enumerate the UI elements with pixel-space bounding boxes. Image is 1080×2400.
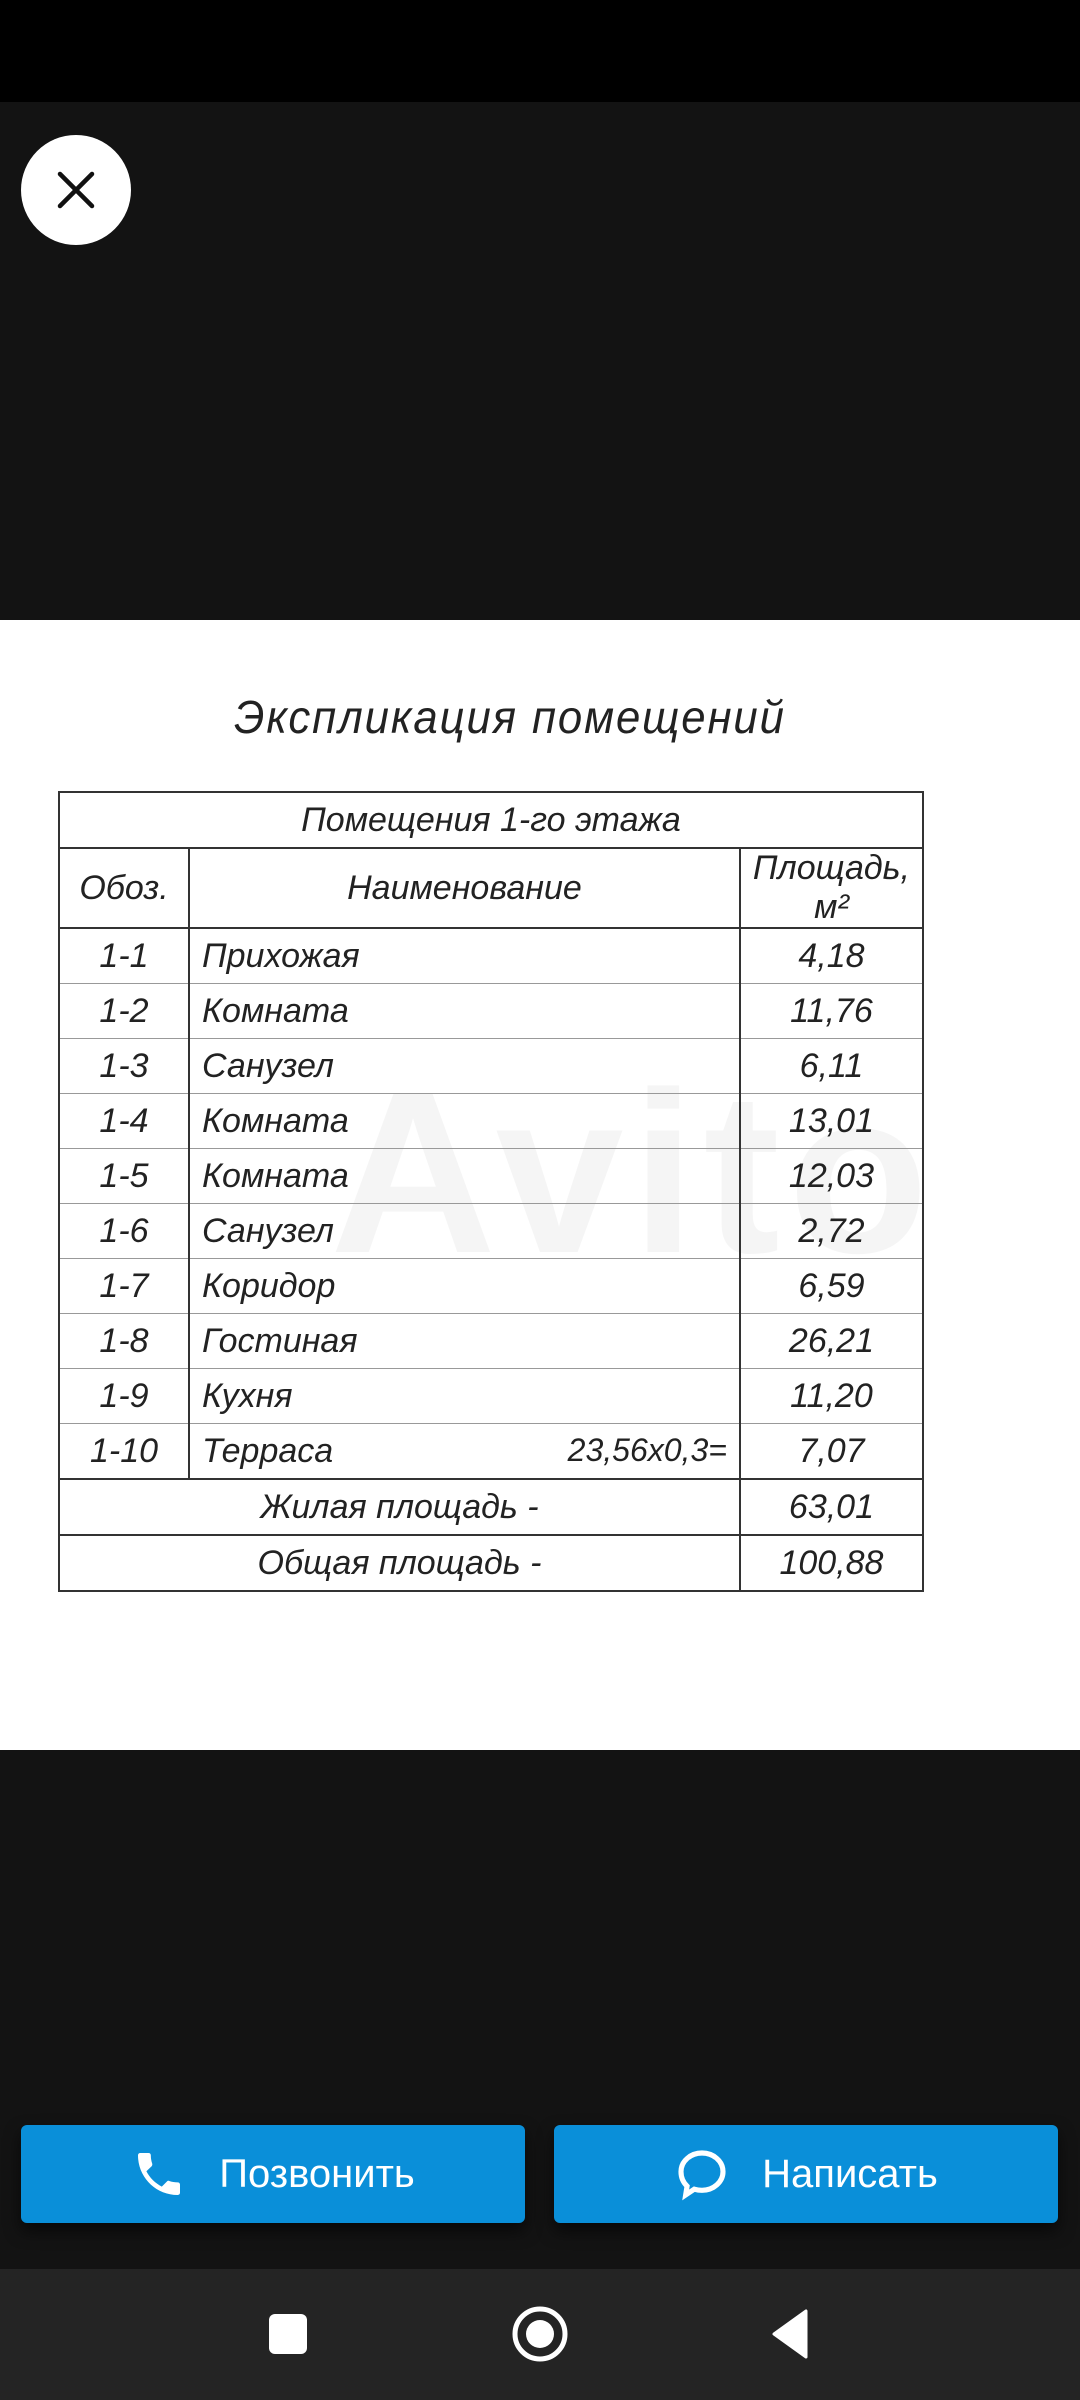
- room-code: 1-10: [58, 1423, 190, 1480]
- room-name-cell: Комната: [188, 983, 741, 1039]
- message-button[interactable]: Написать: [554, 2125, 1058, 2223]
- header-name: Наименование: [188, 847, 741, 929]
- back-button[interactable]: [755, 2299, 825, 2369]
- message-label: Написать: [762, 2151, 938, 2196]
- room-code: 1-6: [58, 1203, 190, 1259]
- table-row: 1-7 Коридор 6,59: [58, 1258, 925, 1314]
- rooms-table: Помещения 1-го этажа Обоз. Наименование …: [58, 791, 925, 1592]
- room-name-cell: Прихожая: [188, 927, 741, 984]
- room-code: 1-3: [58, 1038, 190, 1094]
- table-row: 1-1 Прихожая 4,18: [58, 927, 925, 984]
- room-area: 13,01: [738, 1093, 925, 1149]
- room-name-cell: Гостиная: [188, 1313, 741, 1369]
- room-code: 1-4: [58, 1093, 190, 1149]
- table-row: 1-5 Комната 12,03: [58, 1148, 925, 1204]
- room-name: Комната: [202, 991, 349, 1030]
- document-photo[interactable]: Avito Экспликация помещений Помещения 1-…: [0, 620, 1080, 1750]
- room-area: 2,72: [738, 1203, 925, 1259]
- room-name-cell: Коридор: [188, 1258, 741, 1314]
- room-name-cell: Комната: [188, 1148, 741, 1204]
- room-name: Комната: [202, 1101, 349, 1140]
- room-name-cell: Кухня: [188, 1368, 741, 1424]
- table-row: 1-8 Гостиная 26,21: [58, 1313, 925, 1369]
- room-code: 1-2: [58, 983, 190, 1039]
- room-name-cell: Санузел: [188, 1203, 741, 1259]
- room-area: 7,07: [738, 1423, 925, 1480]
- room-code: 1-7: [58, 1258, 190, 1314]
- recents-button[interactable]: [253, 2299, 323, 2369]
- room-code: 1-5: [58, 1148, 190, 1204]
- document-title: Экспликация помещений: [234, 691, 786, 743]
- home-button[interactable]: [505, 2299, 575, 2369]
- table-row: 1-4 Комната 13,01: [58, 1093, 925, 1149]
- square-icon: [269, 2314, 307, 2354]
- circle-icon: [512, 2306, 568, 2362]
- living-area-value: 63,01: [738, 1478, 925, 1536]
- status-bar: [0, 0, 1080, 102]
- room-name-cell: Терраса 23,56x0,3=: [188, 1423, 741, 1480]
- chat-bubble-icon: [678, 2150, 726, 2201]
- room-name: Санузел: [202, 1046, 334, 1085]
- phone-icon: [138, 2153, 181, 2195]
- table-row: 1-3 Санузел 6,11: [58, 1038, 925, 1094]
- room-name: Прихожая: [202, 936, 360, 975]
- triangle-back-icon: [772, 2309, 808, 2359]
- table-caption: Помещения 1-го этажа: [58, 791, 924, 849]
- area-formula: 23,56x0,3=: [567, 1431, 727, 1468]
- room-name-cell: Санузел: [188, 1038, 741, 1094]
- system-nav-bar: [0, 2269, 1080, 2400]
- room-code: 1-9: [58, 1368, 190, 1424]
- living-area-label: Жилая площадь -: [58, 1478, 741, 1536]
- room-area: 11,20: [738, 1368, 925, 1424]
- table-row: 1-10 Терраса 23,56x0,3= 7,07: [58, 1423, 925, 1480]
- room-name: Гостиная: [202, 1321, 358, 1360]
- room-area: 26,21: [738, 1313, 925, 1369]
- total-area-value: 100,88: [738, 1534, 925, 1592]
- table-row: 1-2 Комната 11,76: [58, 983, 925, 1039]
- table-row: 1-9 Кухня 11,20: [58, 1368, 925, 1424]
- room-name: Комната: [202, 1156, 349, 1195]
- table-row: 1-6 Санузел 2,72: [58, 1203, 925, 1259]
- room-code: 1-1: [58, 927, 190, 984]
- room-area: 11,76: [738, 983, 925, 1039]
- call-label: Позвонить: [219, 2151, 415, 2196]
- room-area: 4,18: [738, 927, 925, 984]
- header-code: Обоз.: [58, 847, 190, 929]
- room-name-cell: Комната: [188, 1093, 741, 1149]
- room-name: Санузел: [202, 1211, 334, 1250]
- room-name: Кухня: [202, 1376, 293, 1415]
- room-area: 6,59: [738, 1258, 925, 1314]
- room-name: Терраса: [202, 1431, 334, 1470]
- room-area: 6,11: [738, 1038, 925, 1094]
- header-area: Площадь, м²: [738, 847, 925, 929]
- call-button[interactable]: Позвонить: [21, 2125, 525, 2223]
- total-area-label: Общая площадь -: [58, 1534, 741, 1592]
- close-button[interactable]: [21, 135, 131, 245]
- room-code: 1-8: [58, 1313, 190, 1369]
- room-area: 12,03: [738, 1148, 925, 1204]
- room-name: Коридор: [202, 1266, 336, 1305]
- close-icon: [57, 171, 95, 209]
